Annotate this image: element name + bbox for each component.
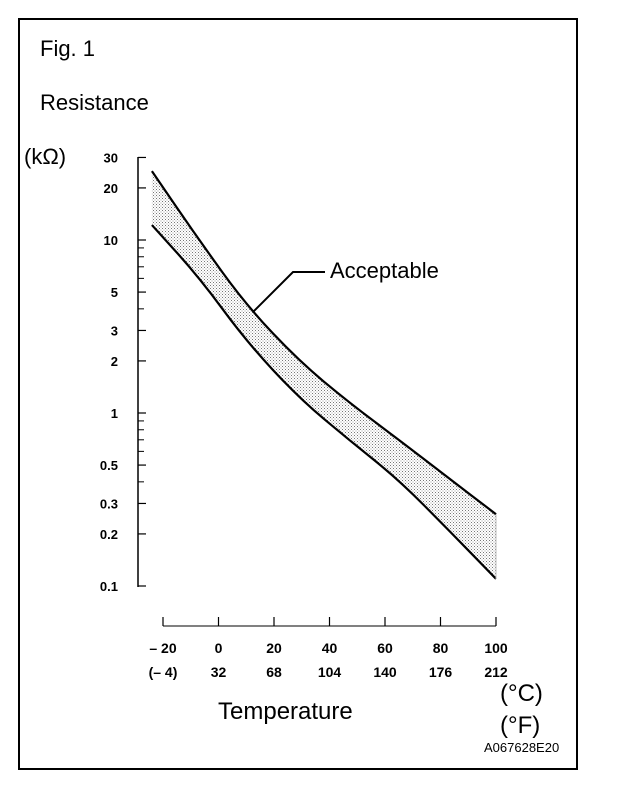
annotation-leader-line	[252, 271, 325, 313]
x-tick-label-celsius: 0	[215, 640, 223, 656]
figure-title: Fig. 1	[40, 36, 96, 61]
x-tick-label-celsius: 80	[433, 640, 449, 656]
y-tick-label: 3	[111, 323, 118, 338]
y-axis-unit: (kΩ)	[24, 144, 67, 169]
x-axis-label: Temperature	[218, 698, 353, 725]
x-tick-label-fahrenheit: 104	[318, 664, 342, 680]
x-tick-label-celsius: 20	[266, 640, 282, 656]
y-tick-label: 0.1	[100, 579, 118, 594]
x-tick-label-fahrenheit: 176	[429, 664, 453, 680]
y-tick-label: 20	[104, 181, 118, 196]
figure-code: A067628E20	[484, 740, 560, 755]
y-tick-label: 2	[111, 354, 118, 369]
x-tick-label-celsius: – 20	[149, 640, 176, 656]
x-tick-label-fahrenheit: 140	[373, 664, 397, 680]
x-tick-label-celsius: 100	[484, 640, 508, 656]
x-tick-label-fahrenheit: 212	[484, 664, 508, 680]
y-tick-label: 0.5	[100, 458, 118, 473]
x-tick-label-fahrenheit: 68	[266, 664, 282, 680]
x-tick-label-celsius: 60	[377, 640, 393, 656]
upper-limit-line	[150, 170, 497, 516]
y-axis-label: Resistance	[40, 90, 149, 115]
y-tick-label: 5	[111, 285, 118, 300]
x-tick-label-fahrenheit: 32	[211, 664, 227, 680]
x-tick-label-celsius: 40	[322, 640, 338, 656]
x-unit-fahrenheit: (°F)	[500, 712, 541, 739]
y-tick-label: 0.2	[100, 527, 118, 542]
y-tick-label: 10	[104, 233, 118, 248]
x-tick-label-fahrenheit: (– 4)	[149, 664, 178, 680]
y-tick-label: 0.3	[100, 496, 118, 511]
acceptable-band	[151, 171, 496, 579]
x-unit-celsius: (°C)	[500, 680, 543, 707]
lower-limit-line	[151, 224, 497, 580]
y-tick-label: 30	[104, 150, 118, 165]
figure-frame	[18, 18, 578, 770]
y-tick-label: 1	[111, 406, 118, 421]
annotation-acceptable: Acceptable	[330, 258, 439, 283]
